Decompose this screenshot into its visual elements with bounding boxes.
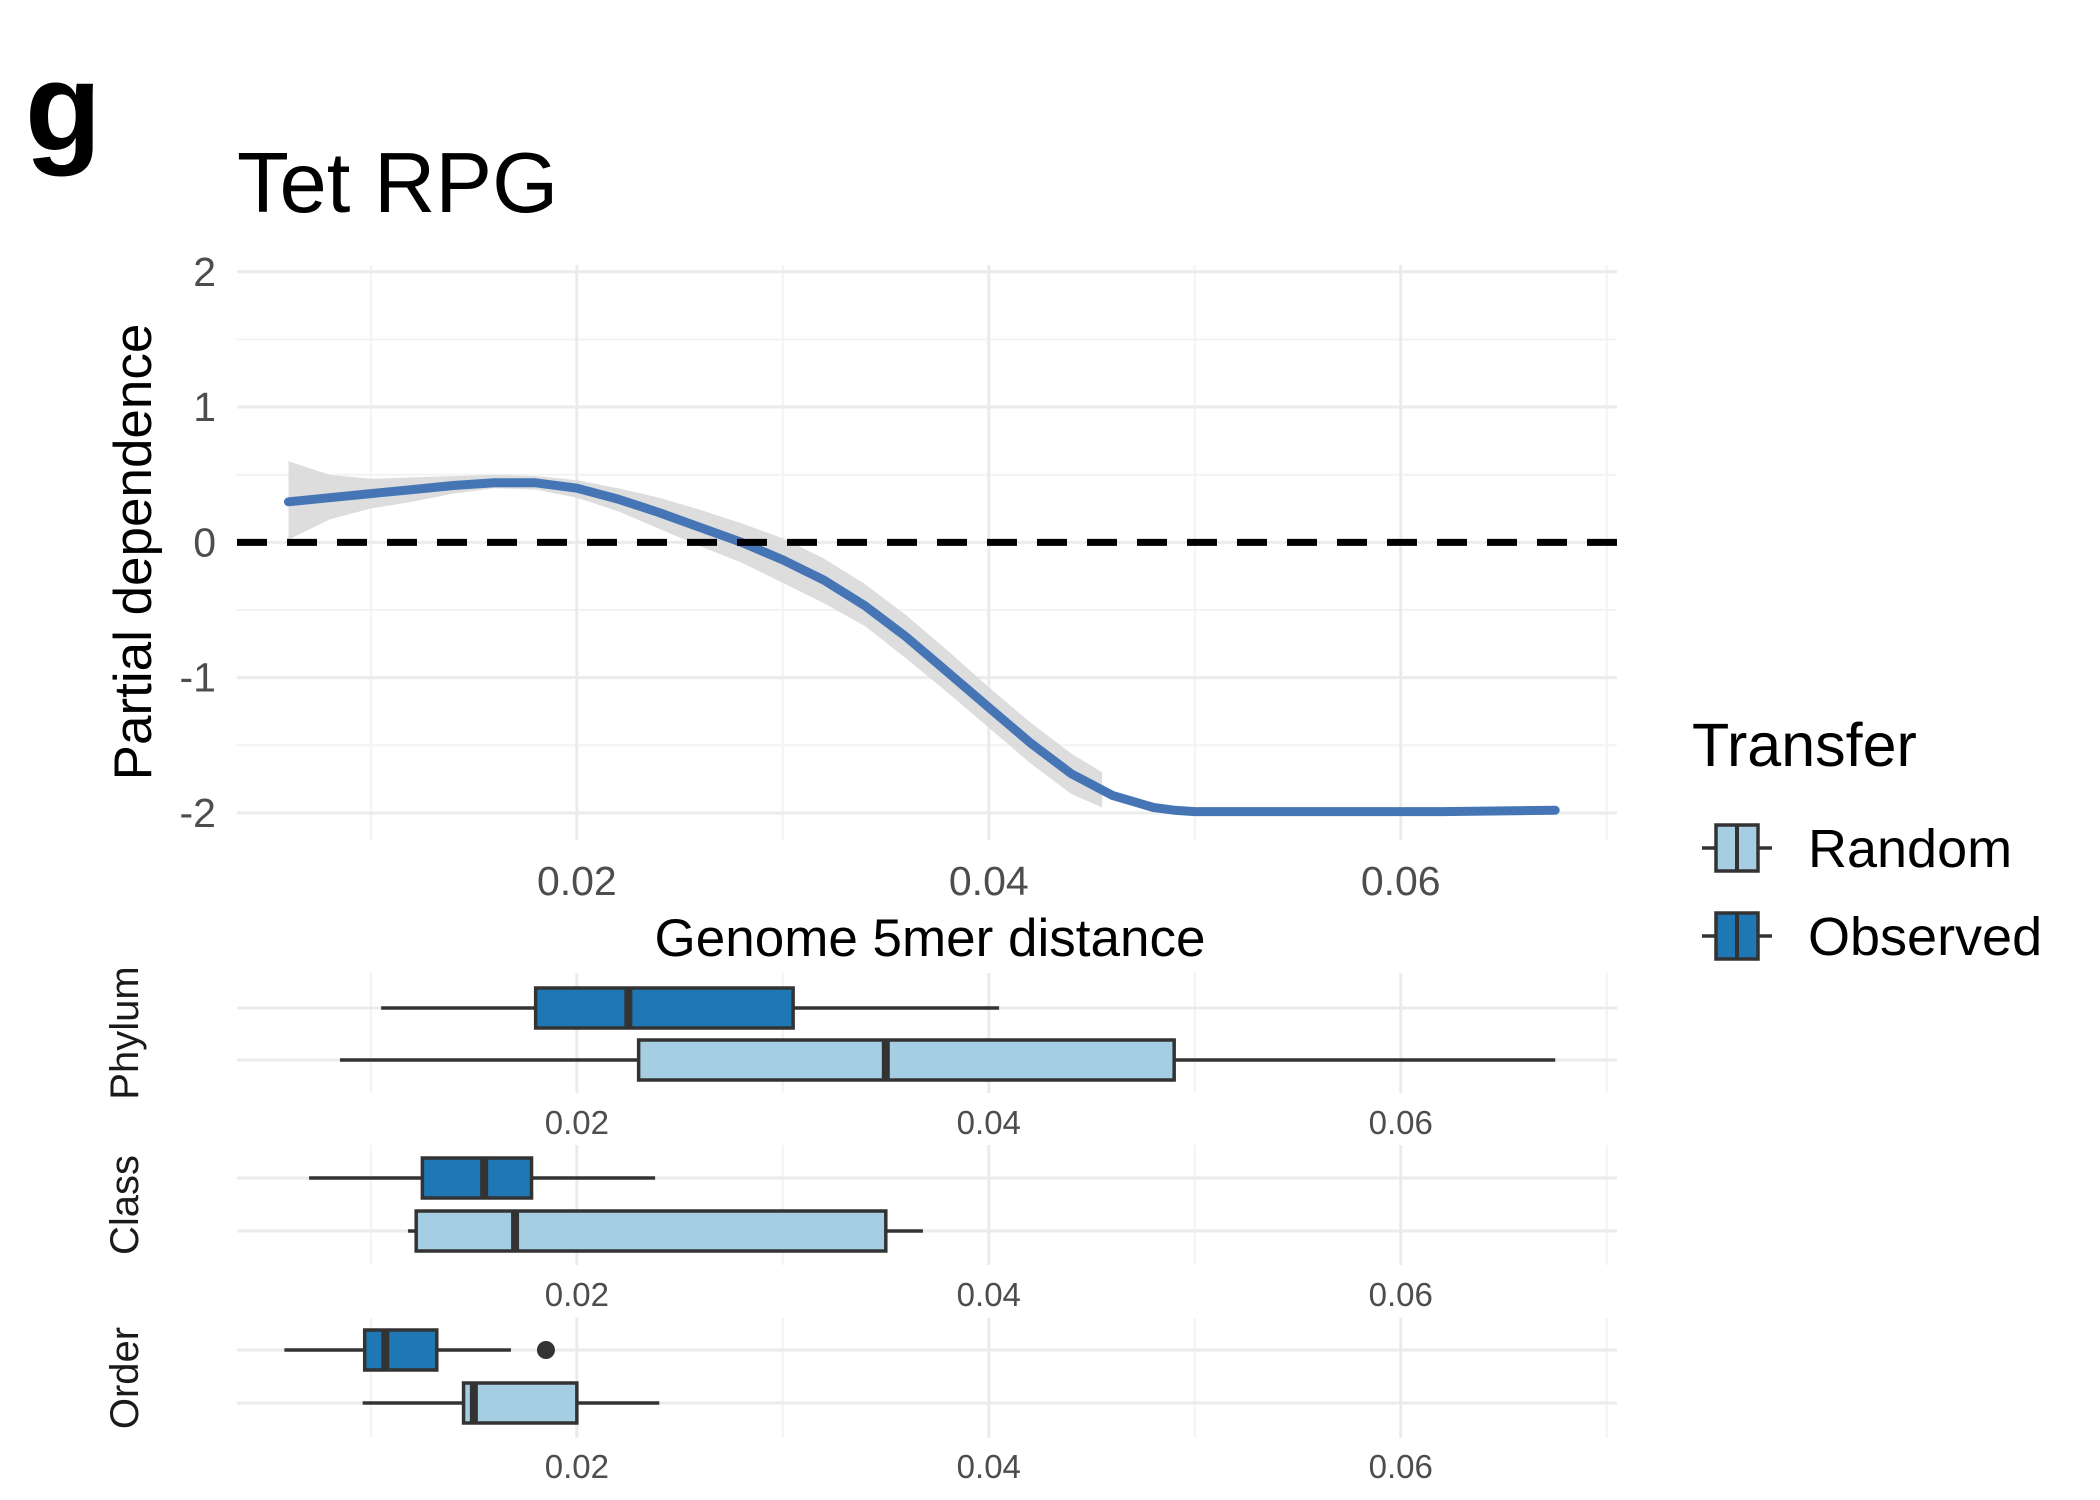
outlier-point [536,1341,555,1359]
smooth-line-layer [284,478,1560,817]
iqr-box [636,1038,1176,1082]
box-random [362,1381,660,1425]
x-tick-label: 0.06 [1369,1448,1433,1485]
x-tick-label: 0.04 [957,1448,1021,1485]
box-random [407,1209,923,1253]
main-plot-grid [237,265,1617,840]
x-tick-label: 0.06 [1369,1104,1433,1141]
y-tick-label: 0 [193,519,216,565]
box-observed [309,1156,656,1200]
legend-label: Random [1808,819,2012,879]
legend-title: Transfer [1692,711,1917,779]
x-tick-label: 0.04 [949,858,1029,904]
iqr-box [461,1381,579,1425]
legend-item-observed: Observed [1702,907,2042,967]
legend-label: Observed [1808,907,2042,967]
y-tick-label: 2 [193,249,216,295]
facet-label: Class [103,1155,147,1255]
legend-items: Random Observed [1702,819,2042,967]
x-tick-label: 0.02 [545,1448,609,1485]
x-axis-title: Genome 5mer distance [655,909,1206,968]
legend-item-random: Random [1702,819,2012,879]
confidence-band-layer [288,461,1103,808]
x-tick-labels: 0.02 0.04 0.06 [537,858,1441,904]
box-observed [284,1328,555,1372]
iqr-box [533,986,795,1030]
facet-phylum: Phylum 0.02 0.04 0.06 [103,966,1617,1141]
facet-class: Class 0.02 0.04 0.06 [103,1145,1617,1313]
x-tick-label: 0.02 [545,1276,609,1313]
box-random [339,1038,1556,1082]
y-tick-labels: 2 1 0 -1 -2 [180,249,216,836]
facet-label: Order [103,1327,147,1429]
iqr-box [362,1328,439,1372]
partial-dependence-line [284,478,1560,817]
y-tick-label: -1 [180,655,216,701]
chart-title: Tet RPG [237,136,558,231]
y-axis-title: Partial dependence [104,324,163,781]
x-tick-label: 0.04 [957,1276,1021,1313]
x-tick-label: 0.06 [1361,858,1441,904]
y-tick-label: -2 [180,790,216,836]
panel-label: g [25,38,101,177]
x-tick-label: 0.04 [957,1104,1021,1141]
y-tick-label: 1 [193,384,216,430]
legend: Transfer Random Observed [1692,711,2042,967]
x-tick-label: 0.06 [1369,1276,1433,1313]
facet-label: Phylum [103,966,147,1099]
iqr-box [420,1156,534,1200]
x-tick-label: 0.02 [537,858,617,904]
iqr-box [414,1209,888,1253]
confidence-band [288,461,1103,808]
facet-order: Order 0.02 0.04 0.06 [103,1318,1617,1485]
box-observed [381,986,1000,1030]
x-tick-label: 0.02 [545,1104,609,1141]
